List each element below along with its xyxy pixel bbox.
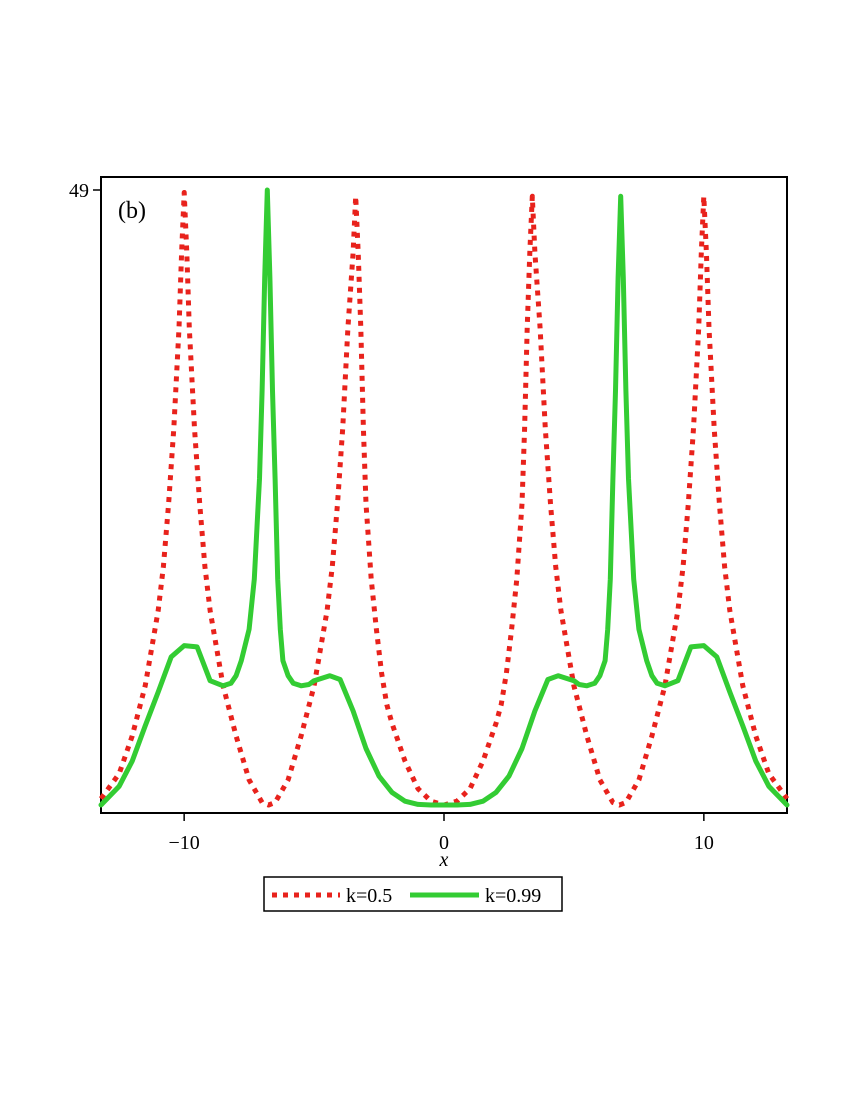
- legend: k=0.5 k=0.99: [263, 876, 563, 912]
- x-tick-label-2: 10: [694, 832, 714, 854]
- x-tick-label-1: 0: [439, 832, 449, 854]
- series-line-1: [98, 187, 790, 808]
- panel-label: (b): [118, 198, 146, 224]
- axes-layer: −10 0 10 49: [69, 180, 714, 854]
- x-axis-label: x: [439, 849, 449, 871]
- legend-label-k099: k=0.99: [485, 885, 541, 907]
- series-layer: [98, 187, 790, 808]
- x-tick-label-0: −10: [169, 832, 200, 854]
- legend-label-k05: k=0.5: [346, 885, 392, 907]
- y-tick-label-0: 49: [69, 180, 89, 202]
- plot-frame: [100, 176, 788, 814]
